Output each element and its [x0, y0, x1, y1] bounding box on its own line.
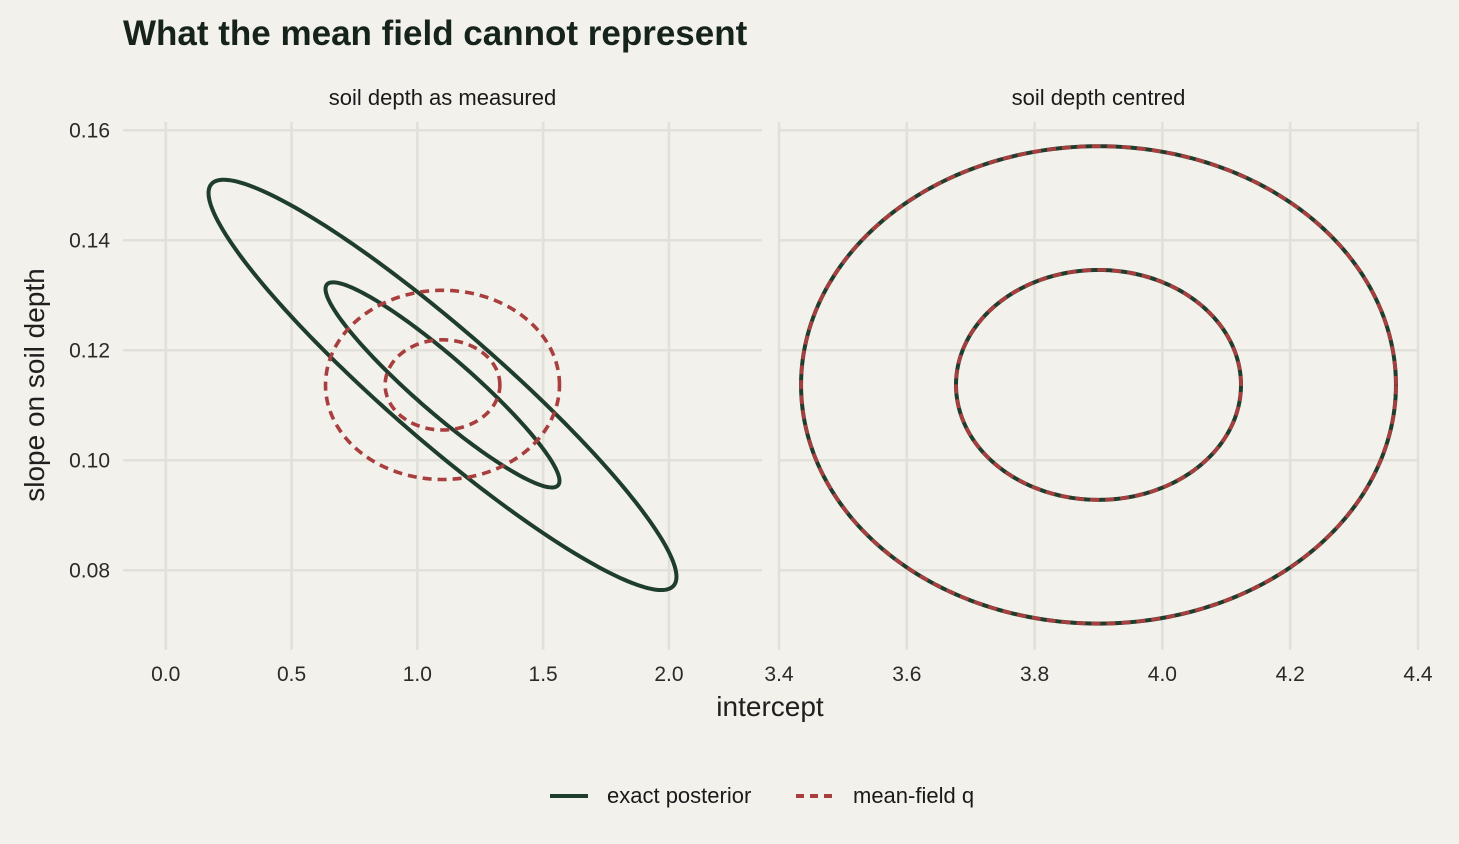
exact-posterior-inner-contour	[323, 280, 562, 490]
x-axis-label: intercept	[716, 691, 824, 722]
legend-item-meanfield: mean-field q	[796, 781, 974, 811]
mean-field-inner-contour	[383, 338, 502, 432]
x-tick-label: 1.5	[529, 663, 558, 686]
y-tick-label: 0.14	[69, 229, 110, 252]
x-tick-label: 4.2	[1276, 663, 1305, 686]
y-tick-label: 0.16	[69, 119, 110, 142]
legend-label-exact: exact posterior	[607, 783, 752, 808]
exact-posterior-outer-contour	[799, 144, 1398, 626]
x-tick-label: 3.8	[1020, 663, 1049, 686]
x-tick-label: 1.0	[403, 663, 432, 686]
exact-posterior-outer-contour	[206, 177, 679, 593]
x-tick-label: 0.5	[277, 663, 306, 686]
x-tick-label: 0.0	[151, 663, 180, 686]
y-axis-label: slope on soil depth	[19, 268, 50, 502]
legend-label-meanfield: mean-field q	[853, 783, 975, 808]
legend-key-solid	[550, 794, 588, 798]
y-tick-label: 0.08	[69, 559, 110, 582]
chart-title: What the mean field cannot represent	[123, 14, 748, 53]
x-tick-label: 2.0	[654, 663, 683, 686]
y-tick-label: 0.10	[69, 449, 110, 472]
x-tick-label: 3.6	[892, 663, 921, 686]
legend-item-exact: exact posterior	[550, 781, 751, 811]
y-tick-label: 0.12	[69, 339, 110, 362]
mean-field-outer-contour	[323, 288, 562, 482]
chart-legend: exact posterior mean-field q	[0, 781, 1459, 811]
mean-field-inner-contour	[954, 268, 1243, 502]
mean-field-outer-contour	[799, 144, 1398, 626]
x-tick-label: 4.4	[1403, 663, 1433, 686]
chart-canvas: soil depth as measured 0.0 0.5 1.0 1.5 2.0 soi…	[19, 85, 1433, 722]
x-tick-label: 4.0	[1148, 663, 1177, 686]
panel-strip-label: soil depth as measured	[329, 85, 556, 110]
legend-key-dashed	[796, 794, 834, 798]
x-tick-label: 3.4	[764, 663, 794, 686]
panel-strip-label: soil depth centred	[1012, 85, 1186, 110]
